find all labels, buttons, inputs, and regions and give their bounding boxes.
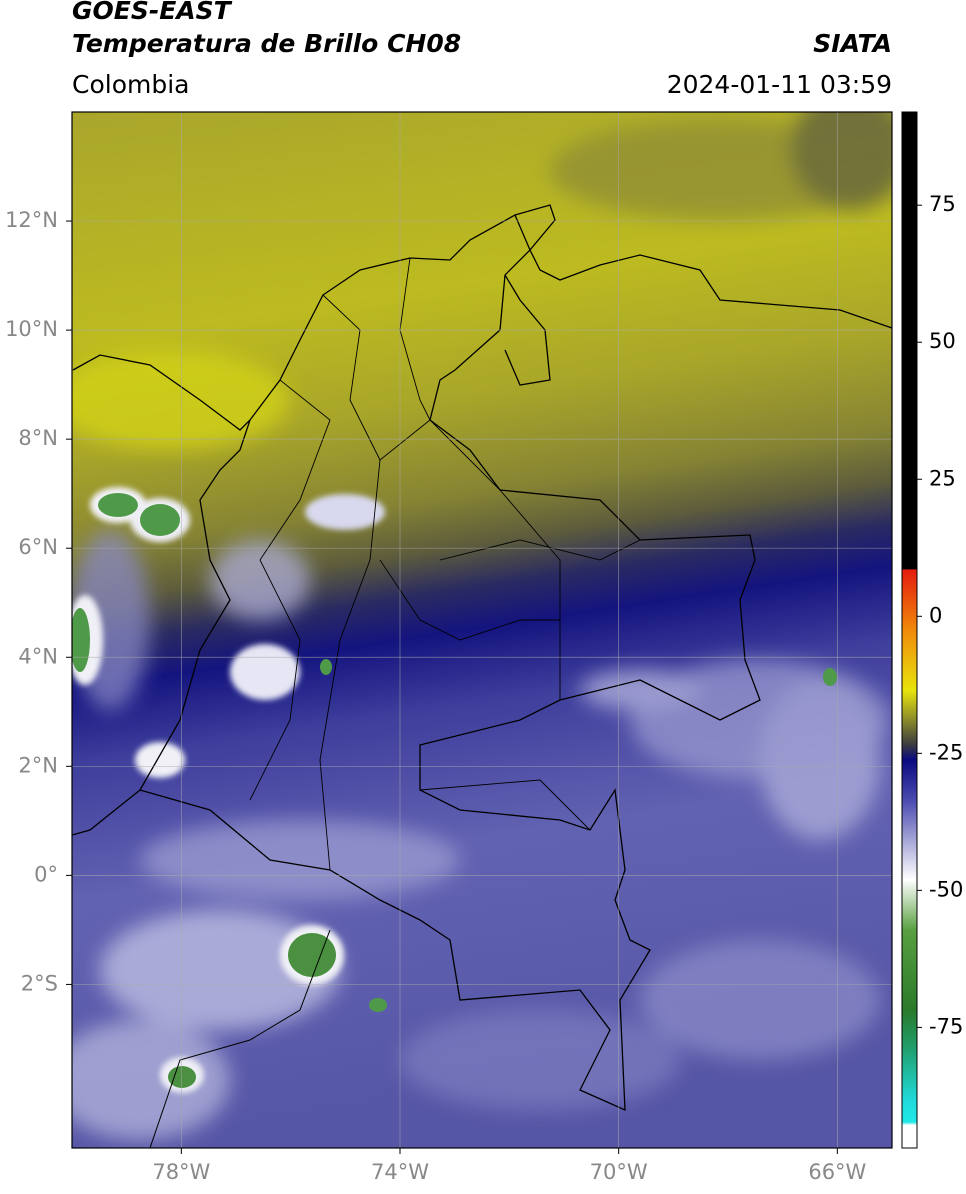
y-tick-label: 4°N — [18, 644, 58, 668]
title: GOES-EAST — [72, 0, 233, 25]
map-frame — [71, 111, 893, 1149]
y-tick-label: 6°N — [18, 535, 58, 559]
y-tick-label: 2°S — [21, 971, 58, 995]
colorbar — [901, 111, 918, 1149]
y-tick-label: 12°N — [5, 208, 58, 232]
grid — [72, 112, 892, 1148]
x-tick-label: 74°W — [371, 1160, 429, 1184]
colorbar-tick-label: 25 — [929, 466, 956, 490]
colorbar-tick-label: -25 — [929, 740, 963, 764]
colorbar-tick-label: -75 — [929, 1014, 963, 1038]
x-tick-label: 70°W — [590, 1160, 648, 1184]
datetime: 2024-01-11 03:59 — [667, 70, 892, 99]
region: Colombia — [72, 70, 189, 99]
y-tick-label: 0° — [34, 862, 58, 886]
colorbar-tick-label: -50 — [929, 877, 963, 901]
x-tick-label: 78°W — [152, 1160, 210, 1184]
x-tick-label: 66°W — [808, 1160, 866, 1184]
colorbar-tick-label: 0 — [929, 603, 942, 627]
source: SIATA — [813, 29, 892, 58]
subtitle: Temperatura de Brillo CH08 — [72, 29, 461, 58]
colorbar-tick-label: 75 — [929, 192, 956, 216]
y-tick-label: 2°N — [18, 753, 58, 777]
y-tick-label: 8°N — [18, 426, 58, 450]
satellite-image — [72, 112, 892, 1148]
y-tick-label: 10°N — [5, 317, 58, 341]
colorbar-tick-label: 50 — [929, 329, 956, 353]
